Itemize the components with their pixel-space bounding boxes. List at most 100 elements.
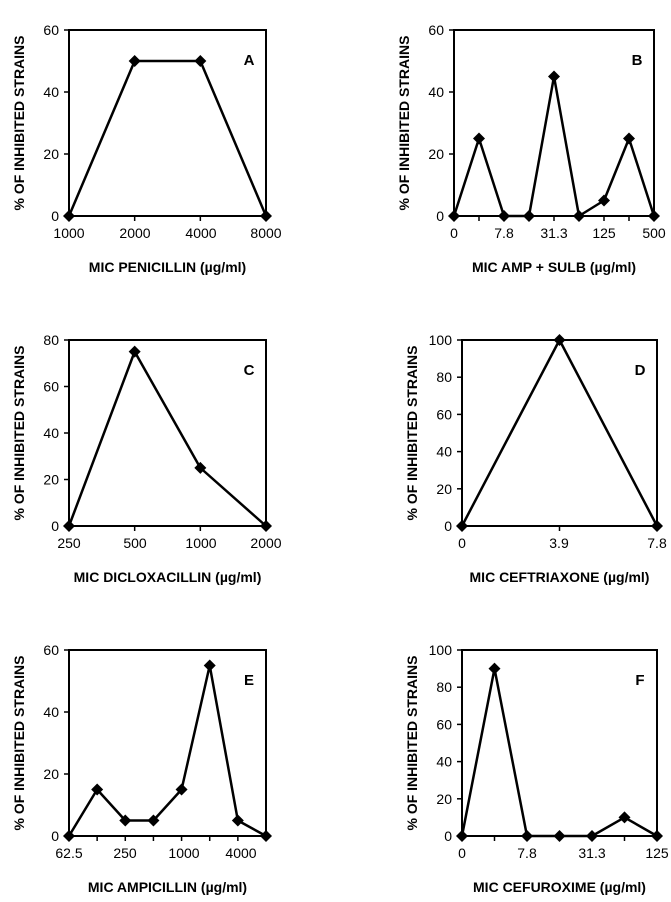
series-line <box>67 59 268 217</box>
y-tick-label: 60 <box>43 379 59 395</box>
data-point <box>553 334 566 346</box>
x-axis-label: MIC CEFTRIAXONE (µg/ml) <box>470 569 650 585</box>
x-tick-label: 4000 <box>185 225 216 241</box>
chart-panel-b: 0 20 40 60 0 7.8 31.3 125 500 B MIC AMP + SULB (µg… <box>396 22 666 275</box>
series-line <box>460 338 659 527</box>
x-tick-label: 7.8 <box>647 535 667 551</box>
y-tick-label: 0 <box>436 208 444 224</box>
data-point <box>63 210 75 222</box>
data-point <box>623 132 635 145</box>
data-point <box>260 830 272 842</box>
data-point <box>456 830 468 842</box>
x-tick-label: 2000 <box>119 225 150 241</box>
x-tick-label: 1000 <box>185 535 216 551</box>
y-tick-label: 40 <box>43 425 59 441</box>
y-tick-label: 0 <box>51 208 59 224</box>
x-tick-label: 62.5 <box>55 845 82 861</box>
data-point <box>63 830 75 842</box>
x-tick-label: 7.8 <box>517 845 537 861</box>
chart-panel-e: 0 20 40 60 62.5 250 1000 4000 E MIC AMPICILLIN (µ… <box>11 642 272 895</box>
chart-panel-d: 0 20 40 60 80 100 0 3.9 7.8 D MIC CEFTRIAXONE (µg/… <box>404 332 667 585</box>
x-tick-label: 4000 <box>225 845 256 861</box>
data-point <box>648 210 660 222</box>
plot-frame <box>461 649 658 837</box>
y-tick-label: 80 <box>436 679 452 695</box>
data-point <box>488 662 501 675</box>
y-tick-label: 20 <box>428 146 444 162</box>
data-point <box>651 520 663 532</box>
panel-label: B <box>632 52 643 69</box>
y-tick-label: 40 <box>43 704 59 720</box>
y-tick-label: 20 <box>436 791 452 807</box>
x-tick-label: 1000 <box>168 845 199 861</box>
x-tick-label: 31.3 <box>540 225 567 241</box>
y-tick-label: 40 <box>436 754 452 770</box>
y-axis-label: % OF INHIBITED STRAINS <box>11 655 27 830</box>
data-point <box>498 210 510 222</box>
data-point <box>91 783 104 796</box>
y-tick-label: 60 <box>43 642 59 658</box>
data-point <box>523 210 535 222</box>
y-tick-label: 60 <box>436 716 452 732</box>
panel-label: F <box>635 672 644 689</box>
data-point <box>194 461 207 474</box>
data-point <box>194 55 207 67</box>
y-tick-label: 20 <box>43 146 59 162</box>
plot-frame <box>453 29 655 217</box>
data-point <box>128 55 141 67</box>
series-line <box>67 664 267 838</box>
x-tick-label: 125 <box>592 225 616 241</box>
x-tick-label: 250 <box>57 535 81 551</box>
x-axis-label: MIC PENICILLIN (µg/ml) <box>89 259 246 275</box>
plot-frame <box>461 339 658 527</box>
data-point <box>147 814 160 827</box>
x-tick-label: 3.9 <box>549 535 569 551</box>
y-tick-label: 60 <box>436 406 452 422</box>
data-point <box>456 520 468 532</box>
data-point <box>119 814 132 827</box>
data-point <box>260 210 272 222</box>
y-tick-label: 40 <box>436 444 452 460</box>
x-tick-label: 2000 <box>250 535 281 551</box>
x-tick-label: 7.8 <box>494 225 514 241</box>
y-tick-label: 20 <box>43 472 59 488</box>
chart-panel-f: 0 20 40 60 80 100 0 7.8 31.3 125 F MIC CEFUROXIME (… <box>404 642 669 895</box>
x-tick-label: 31.3 <box>578 845 605 861</box>
y-tick-label: 100 <box>429 332 453 348</box>
data-point <box>448 210 460 222</box>
y-axis-label: % OF INHIBITED STRAINS <box>396 35 412 210</box>
data-point <box>63 520 75 532</box>
data-point <box>231 814 244 827</box>
plot-frame <box>68 339 267 527</box>
y-tick-label: 0 <box>444 828 452 844</box>
data-point <box>618 811 631 824</box>
data-point <box>128 345 141 358</box>
data-point <box>473 132 485 145</box>
x-tick-label: 8000 <box>250 225 281 241</box>
data-point <box>598 194 610 207</box>
data-point <box>548 70 560 83</box>
x-tick-label: 1000 <box>53 225 84 241</box>
x-tick-label: 0 <box>458 845 466 861</box>
data-point <box>203 659 216 672</box>
x-tick-label: 0 <box>450 225 458 241</box>
data-point <box>651 830 663 842</box>
x-axis-label: MIC DICLOXACILLIN (µg/ml) <box>74 569 262 585</box>
y-tick-label: 60 <box>428 22 444 38</box>
data-point <box>586 830 598 842</box>
x-tick-label: 0 <box>458 535 466 551</box>
x-tick-label: 500 <box>642 225 666 241</box>
y-tick-label: 100 <box>429 642 453 658</box>
y-tick-label: 0 <box>444 518 452 534</box>
panel-label: A <box>244 52 255 69</box>
y-axis-label: % OF INHIBITED STRAINS <box>404 655 420 830</box>
x-tick-label: 125 <box>645 845 669 861</box>
plot-frame <box>68 29 267 217</box>
series-line <box>460 667 658 838</box>
x-axis-label: MIC CEFUROXIME (µg/ml) <box>473 879 646 895</box>
y-tick-label: 20 <box>43 766 59 782</box>
chart-panel-c: 0 20 40 60 80 250 500 1000 2000 C MIC DICLOXACILLI… <box>11 332 282 585</box>
series-line <box>67 350 267 527</box>
data-point <box>260 520 272 532</box>
y-tick-label: 0 <box>51 828 59 844</box>
